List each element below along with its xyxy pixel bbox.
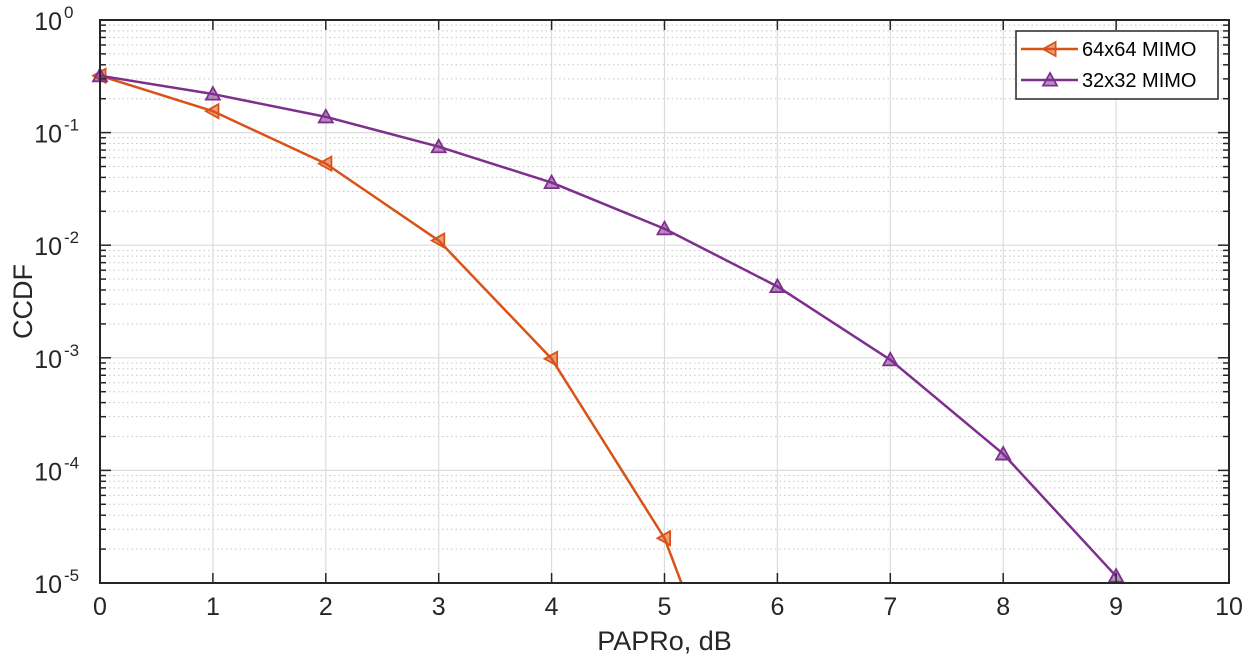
- x-tick-label: 6: [770, 593, 784, 621]
- y-tick-label: 10: [34, 8, 62, 36]
- data-series: [91, 66, 1125, 583]
- x-tick-label: 10: [1215, 593, 1243, 621]
- y-axis-title: CCDF: [8, 264, 38, 339]
- legend-item-64x64: 64x64 MIMO: [1021, 39, 1196, 61]
- x-axis-title: PAPRo, dB: [597, 626, 732, 656]
- series-1: [100, 74, 1118, 578]
- up-triangle-marker-icon: [317, 107, 335, 124]
- up-triangle-marker-icon: [543, 173, 561, 190]
- x-tick-label: 9: [1109, 593, 1123, 621]
- left-triangle-marker-icon: [655, 529, 671, 547]
- left-triangle-marker-icon: [1041, 40, 1057, 58]
- y-tick-label: 10: [34, 346, 62, 374]
- x-tick-label: 4: [545, 593, 559, 621]
- x-tick-label: 1: [206, 593, 220, 621]
- legend-item-32x32: 32x32 MIMO: [1021, 70, 1196, 92]
- x-tick-label: 7: [883, 593, 897, 621]
- series-0: [100, 74, 683, 583]
- left-triangle-marker-icon: [204, 102, 220, 120]
- y-tick-exponent: 0: [64, 3, 73, 22]
- y-tick-label: 10: [34, 121, 62, 149]
- y-tick-exponent: -5: [64, 566, 79, 585]
- legend-label: 64x64 MIMO: [1082, 39, 1196, 61]
- legend-label: 32x32 MIMO: [1082, 70, 1196, 92]
- y-tick-label: 10: [34, 233, 62, 261]
- x-tick-label: 8: [996, 593, 1010, 621]
- y-tick-label: 10: [34, 571, 62, 599]
- left-triangle-marker-icon: [316, 155, 333, 173]
- y-tick-exponent: -2: [64, 228, 79, 247]
- up-triangle-marker-icon: [881, 350, 899, 367]
- x-tick-label: 0: [93, 593, 107, 621]
- up-triangle-marker-icon: [430, 137, 448, 154]
- x-tick-labels: 0 1 2 3 4 5 6 7 8 9 10: [93, 593, 1243, 621]
- left-triangle-marker-icon: [542, 350, 559, 368]
- up-triangle-marker-icon: [768, 277, 786, 293]
- up-triangle-marker-icon: [994, 445, 1012, 461]
- x-tick-label: 5: [658, 593, 672, 621]
- x-tick-label: 3: [432, 593, 446, 621]
- legend-box: [1015, 30, 1219, 100]
- axis-ticks: [99, 19, 1230, 584]
- x-tick-label: 2: [319, 593, 333, 621]
- y-tick-exponent: -4: [64, 453, 79, 472]
- up-triangle-marker-icon: [655, 219, 674, 236]
- y-tick-exponent: -1: [64, 116, 79, 135]
- up-triangle-marker-icon: [1041, 71, 1059, 87]
- up-triangle-marker-icon: [204, 85, 222, 101]
- y-tick-exponent: -3: [64, 341, 79, 360]
- left-triangle-marker-icon: [429, 232, 446, 250]
- legend: 64x64 MIMO 32x32 MIMO: [1015, 30, 1219, 100]
- y-tick-label: 10: [34, 458, 62, 486]
